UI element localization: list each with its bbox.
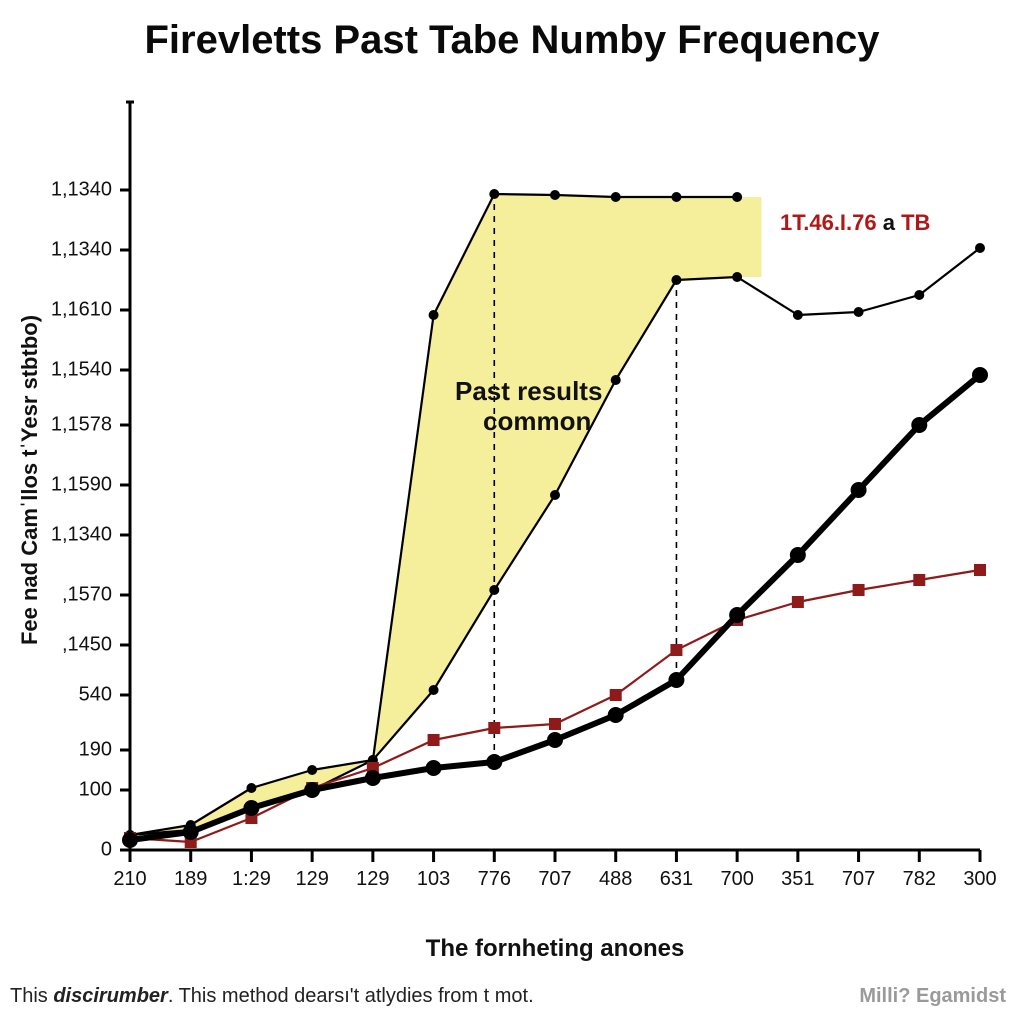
series-upper-marker — [550, 190, 560, 200]
series-mid-marker — [611, 375, 621, 385]
series-upper-marker — [671, 192, 681, 202]
series-thick-marker — [547, 732, 563, 748]
x-tick-label: 1:29 — [232, 868, 271, 891]
annotation-center-line2: common — [483, 406, 591, 436]
series-red-marker — [792, 596, 804, 608]
series-red-marker — [428, 734, 440, 746]
series-mid-marker — [671, 275, 681, 285]
x-tick-label: 488 — [599, 868, 632, 891]
y-tick-label: 1,1578 — [51, 414, 112, 437]
series-upper-marker — [732, 192, 742, 202]
y-tick-label: 540 — [79, 684, 112, 707]
series-thick-marker — [608, 707, 624, 723]
series-red-marker — [610, 689, 622, 701]
series-upper-marker — [246, 783, 256, 793]
series-mid-marker — [732, 272, 742, 282]
x-tick-label: 707 — [538, 868, 571, 891]
series-thick-marker — [729, 607, 745, 623]
x-tick-label: 631 — [660, 868, 693, 891]
series-thick-marker — [911, 417, 927, 433]
series-mid-marker — [914, 290, 924, 300]
y-tick-label: ,1450 — [62, 634, 112, 657]
series-upper-marker — [611, 192, 621, 202]
plot-area: Past resultscommon 1T.46.I.76 a TB — [120, 90, 990, 870]
y-tick-label: 1,1610 — [51, 299, 112, 322]
series-red-marker — [853, 584, 865, 596]
y-tick-label: ,1570 — [62, 584, 112, 607]
y-tick-label: 1,1590 — [51, 474, 112, 497]
footer-caption: This discirumber. This method dearsı't a… — [10, 985, 534, 1008]
series-thick-marker — [790, 547, 806, 563]
y-tick-label: 0 — [101, 839, 112, 862]
series-thick-marker — [243, 800, 259, 816]
series-thick-marker — [668, 672, 684, 688]
x-tick-label: 103 — [417, 868, 450, 891]
series-mid-marker — [489, 585, 499, 595]
series-upper-marker — [429, 310, 439, 320]
annotation-right: 1T.46.I.76 a TB — [780, 210, 930, 235]
x-tick-label: 189 — [174, 868, 207, 891]
series-mid-marker — [429, 685, 439, 695]
y-tick-label: 1,1340 — [51, 524, 112, 547]
x-tick-label: 300 — [963, 868, 996, 891]
series-thick-marker — [426, 760, 442, 776]
x-tick-label: 776 — [478, 868, 511, 891]
x-tick-label: 210 — [113, 868, 146, 891]
series-red-marker — [670, 644, 682, 656]
y-tick-label: 100 — [79, 779, 112, 802]
footer-credit: Milli? Egamidst — [859, 985, 1006, 1008]
x-tick-label: 782 — [903, 868, 936, 891]
x-tick-label: 129 — [295, 868, 328, 891]
x-tick-label: 700 — [720, 868, 753, 891]
series-red-marker — [549, 718, 561, 730]
series-mid-marker — [550, 490, 560, 500]
x-axis-label: The fornheting anones — [426, 935, 685, 963]
y-axis-label: Fee nad Camˈllos tˈYesr stbtbo) — [17, 315, 43, 645]
series-thick-marker — [183, 824, 199, 840]
series-thick-marker — [486, 754, 502, 770]
chart-title: Firevletts Past Tabe Numby Frequency — [0, 18, 1024, 63]
series-mid-marker — [793, 310, 803, 320]
series-thick-marker — [851, 482, 867, 498]
annotation-center-line1: Past results — [455, 376, 602, 406]
x-tick-label: 351 — [781, 868, 814, 891]
x-tick-label: 707 — [842, 868, 875, 891]
series-red-marker — [974, 564, 986, 576]
y-tick-label: 1,1540 — [51, 359, 112, 382]
x-tick-label: 129 — [356, 868, 389, 891]
series-red-marker — [913, 574, 925, 586]
y-tick-label: 1,1340 — [51, 239, 112, 262]
series-upper-marker — [307, 765, 317, 775]
series-thick-marker — [304, 782, 320, 798]
series-mid-marker — [975, 243, 985, 253]
series-mid-marker — [854, 307, 864, 317]
series-red-marker — [488, 722, 500, 734]
series-upper-marker — [489, 189, 499, 199]
series-thick-marker — [972, 367, 988, 383]
series-thick-marker — [365, 770, 381, 786]
y-tick-label: 190 — [79, 739, 112, 762]
y-tick-label: 1,1340 — [51, 179, 112, 202]
chart-svg: Past resultscommon 1T.46.I.76 a TB — [120, 90, 990, 870]
